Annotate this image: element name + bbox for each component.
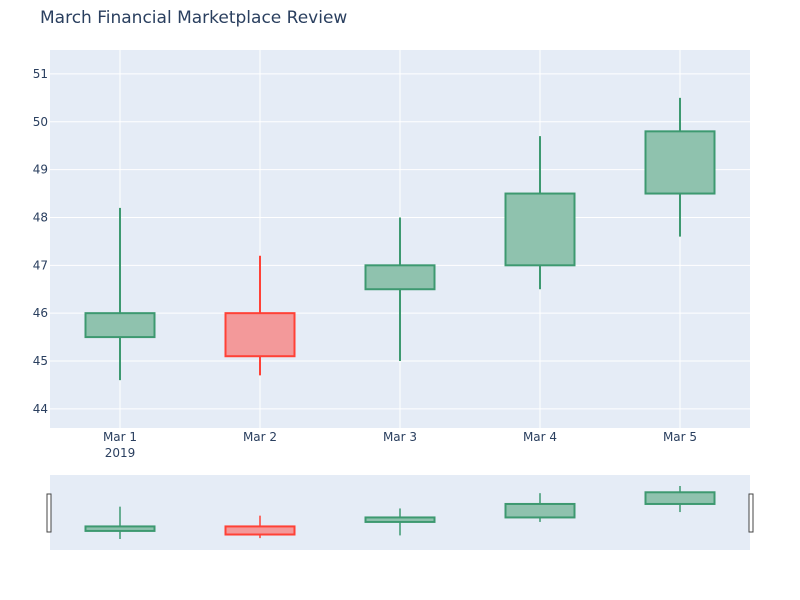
candle-body-increasing [364,264,436,291]
candles [84,97,716,381]
range-slider-left-handle[interactable] [46,493,52,533]
range-slider-right-handle[interactable] [748,493,754,533]
candle-body-decreasing [224,312,296,358]
slider-candle-body [644,491,716,505]
slider-candle-body [224,525,296,536]
x-tick-label: Mar 3 [383,430,417,444]
x-tick-label: Mar 2 [243,430,277,444]
x-tick-label: Mar 4 [523,430,557,444]
candle-body-increasing [504,192,576,267]
y-tick-label: 49 [33,163,48,177]
x-tick-label: Mar 1 [103,430,137,444]
slider-candle-body [84,525,156,532]
y-tick-label: 48 [33,210,48,224]
y-tick-label: 44 [33,402,48,416]
y-axis-ticks: 44 45 46 47 48 49 50 51 [33,67,48,416]
x-axis-ticks: Mar 1 Mar 2 Mar 3 Mar 4 Mar 5 [103,430,697,444]
x-tick-label: Mar 5 [663,430,697,444]
chart-title: March Financial Marketplace Review [40,8,348,28]
range-slider-candles [84,485,716,540]
y-tick-label: 50 [33,115,48,129]
y-tick-label: 47 [33,258,48,272]
candle-body-increasing [644,130,716,195]
x-axis-year-label: 2019 [105,446,136,460]
candle-body-increasing [84,312,156,339]
slider-candle-body [364,516,436,523]
y-tick-label: 45 [33,354,48,368]
y-tick-label: 51 [33,67,48,81]
slider-candle-body [504,502,576,519]
y-tick-label: 46 [33,306,48,320]
